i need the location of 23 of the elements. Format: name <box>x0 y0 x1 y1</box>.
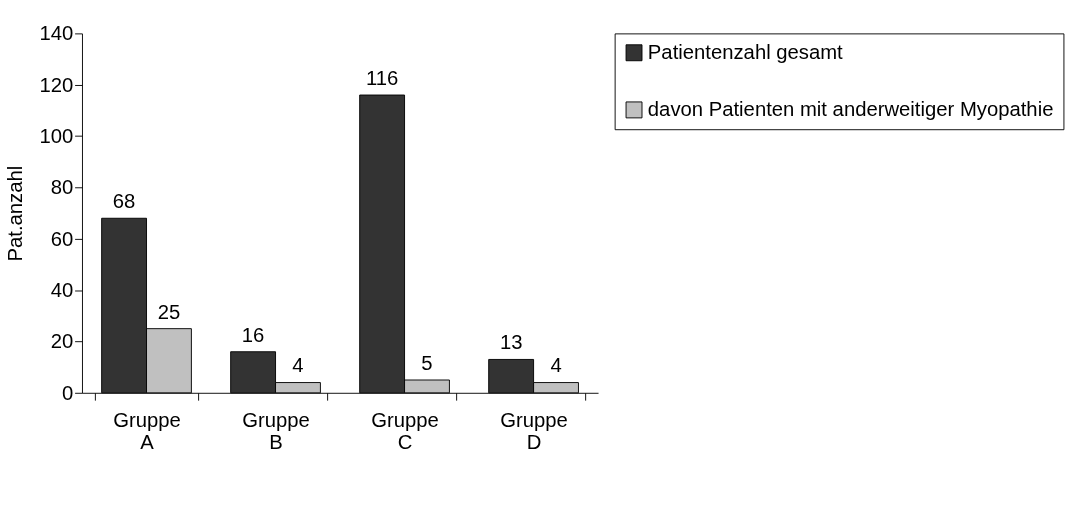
x-tick-label: Gruppe C <box>371 409 439 454</box>
data-label: 25 <box>157 300 181 323</box>
y-tick-label: 100 <box>39 125 74 148</box>
x-tick-label: Gruppe A <box>113 409 181 454</box>
data-label: 4 <box>550 354 562 377</box>
data-label: 116 <box>365 66 399 89</box>
y-tick-label: 120 <box>39 73 74 96</box>
y-tick-label: 40 <box>50 279 74 302</box>
data-label: 4 <box>292 354 304 377</box>
y-tick-label: 20 <box>50 330 74 353</box>
y-axis-title: Pat.anzahl <box>3 165 26 262</box>
legend-label: davon Patienten mit anderweitiger Myopathie <box>647 98 1054 121</box>
x-tick-label: Gruppe B <box>242 409 310 454</box>
data-label: 16 <box>241 323 265 346</box>
y-tick-label: 80 <box>50 176 74 199</box>
legend-label: Patientenzahl gesamt <box>647 41 844 64</box>
y-tick-label: 140 <box>39 22 74 45</box>
data-label: 5 <box>421 351 433 374</box>
y-tick-label: 60 <box>50 227 74 250</box>
data-label: 68 <box>112 190 136 213</box>
x-tick-label: Gruppe D <box>500 409 568 454</box>
data-label: 13 <box>499 331 523 354</box>
y-tick-label: 0 <box>61 381 74 404</box>
